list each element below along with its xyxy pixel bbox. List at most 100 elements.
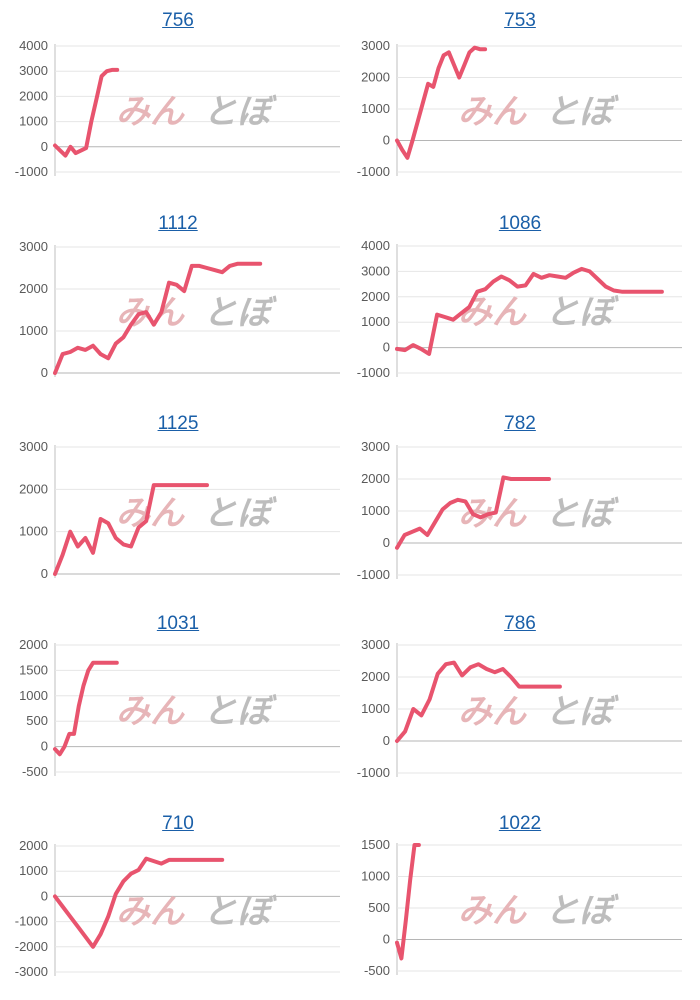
watermark-right: とぼ (203, 693, 277, 731)
y-tick-label: -1000 (15, 164, 48, 179)
y-tick-label: 1000 (361, 314, 390, 329)
y-tick-label: 2000 (361, 70, 390, 85)
chart-title-link[interactable]: 786 (504, 613, 536, 634)
watermark-right: とぼ (545, 495, 619, 533)
y-tick-label: 2000 (361, 471, 390, 486)
watermark-right: とぼ (203, 495, 277, 533)
watermark-left: みん (458, 294, 527, 332)
series-line (53, 856, 225, 949)
y-tick-label: 0 (41, 139, 48, 154)
series-line (53, 660, 119, 757)
series-line (395, 45, 488, 160)
y-tick-label: 500 (368, 900, 390, 915)
y-tick-label: 1000 (19, 323, 48, 338)
y-tick-label: 3000 (19, 439, 48, 454)
y-tick-label: 1000 (19, 688, 48, 703)
y-tick-label: 0 (41, 739, 48, 754)
series-line (53, 261, 263, 375)
series-line (395, 660, 562, 743)
series-line (395, 475, 551, 550)
y-tick-label: 2000 (19, 481, 48, 496)
y-tick-label: 3000 (19, 239, 48, 254)
chart-panel: 1112 3000 2000 1000 0 みん とぼ (8, 203, 348, 399)
watermark-left: みん (458, 892, 527, 930)
y-tick-label: 1500 (361, 837, 390, 852)
y-tick-label: -1000 (15, 914, 48, 929)
y-tick-label: 0 (383, 133, 390, 148)
chart-panel: 710 2000 1000 0 -1000 -2000 -3000 みん とぼ (8, 803, 348, 999)
y-tick-label: 3000 (19, 63, 48, 78)
chart-title-link[interactable]: 1031 (156, 613, 200, 634)
watermark-left: みん (458, 693, 527, 731)
chart-panel: 1086 4000 3000 2000 1000 0 -1000 みん とぼ (350, 203, 690, 399)
watermark-right: とぼ (545, 892, 619, 930)
chart-panel: 786 3000 2000 1000 0 -1000 みん とぼ (350, 603, 690, 799)
watermark-right: とぼ (545, 693, 619, 731)
chart-panel: 753 3000 2000 1000 0 -1000 みん とぼ (350, 0, 690, 196)
watermark-right: とぼ (203, 893, 277, 931)
series-line (395, 266, 664, 356)
series-line (53, 483, 209, 576)
watermark-left: みん (116, 93, 185, 131)
y-tick-label: 500 (26, 713, 48, 728)
watermark-left: みん (116, 294, 185, 332)
y-tick-label: 2000 (361, 669, 390, 684)
y-tick-label: -1000 (357, 164, 390, 179)
y-tick-label: -3000 (15, 964, 48, 979)
watermark-right: とぼ (545, 294, 619, 332)
line-chart: 2000 1500 1000 500 0 -500 みん とぼ (19, 637, 340, 779)
y-tick-label: -2000 (15, 939, 48, 954)
watermark-right: とぼ (545, 93, 619, 131)
y-tick-label: -500 (22, 764, 48, 779)
y-tick-label: -1000 (357, 765, 390, 780)
watermark-right: とぼ (203, 93, 277, 131)
series-line (395, 843, 421, 961)
y-tick-label: 3000 (361, 263, 390, 278)
watermark-left: みん (458, 93, 527, 131)
chart-panel: 1022 1500 1000 500 0 -500 みん とぼ (350, 803, 690, 999)
y-tick-label: 1000 (361, 101, 390, 116)
chart-title-link[interactable]: 753 (504, 10, 536, 31)
y-tick-label: -1000 (357, 567, 390, 582)
y-tick-label: 0 (41, 888, 48, 903)
chart-panel: 1031 2000 1500 1000 500 0 -500 みん とぼ (8, 603, 348, 799)
chart-title-link[interactable]: 1125 (157, 413, 199, 434)
y-tick-label: 4000 (361, 238, 390, 253)
y-tick-label: -500 (364, 963, 390, 978)
y-tick-label: 4000 (19, 38, 48, 53)
watermark-left: みん (116, 893, 185, 931)
line-chart: 1500 1000 500 0 -500 みん とぼ (361, 837, 682, 978)
line-chart: 2000 1000 0 -1000 -2000 -3000 みん とぼ (15, 838, 340, 979)
y-tick-label: 1000 (19, 114, 48, 129)
chart-title-link[interactable]: 1112 (158, 213, 198, 234)
chart-panel: 756 4000 3000 2000 1000 0 -1000 みん とぼ (8, 0, 348, 196)
y-tick-label: 0 (41, 566, 48, 581)
y-tick-label: 0 (41, 365, 48, 380)
chart-title-link[interactable]: 756 (162, 10, 194, 31)
y-tick-label: 1000 (361, 701, 390, 716)
chart-title-link[interactable]: 1086 (498, 213, 542, 234)
line-chart: 4000 3000 2000 1000 0 -1000 みん とぼ (15, 38, 340, 179)
y-tick-label: 0 (383, 340, 390, 355)
y-tick-label: 3000 (361, 439, 390, 454)
y-tick-label: 2000 (19, 838, 48, 853)
y-tick-label: 3000 (361, 637, 390, 652)
watermark-left: みん (116, 693, 185, 731)
chart-panel: 782 3000 2000 1000 0 -1000 みん とぼ (350, 403, 690, 599)
chart-title-link[interactable]: 710 (162, 813, 194, 834)
series-line (53, 67, 120, 158)
y-tick-label: 1000 (19, 524, 48, 539)
chart-title-link[interactable]: 782 (504, 413, 536, 434)
y-tick-label: 2000 (361, 289, 390, 304)
chart-title-link[interactable]: 1022 (498, 813, 542, 834)
y-tick-label: 1500 (19, 662, 48, 677)
y-tick-label: 1000 (19, 863, 48, 878)
y-tick-label: 2000 (19, 88, 48, 103)
line-chart: 4000 3000 2000 1000 0 -1000 みん とぼ (357, 238, 682, 380)
y-tick-label: 1000 (361, 869, 390, 884)
y-tick-label: 0 (383, 535, 390, 550)
